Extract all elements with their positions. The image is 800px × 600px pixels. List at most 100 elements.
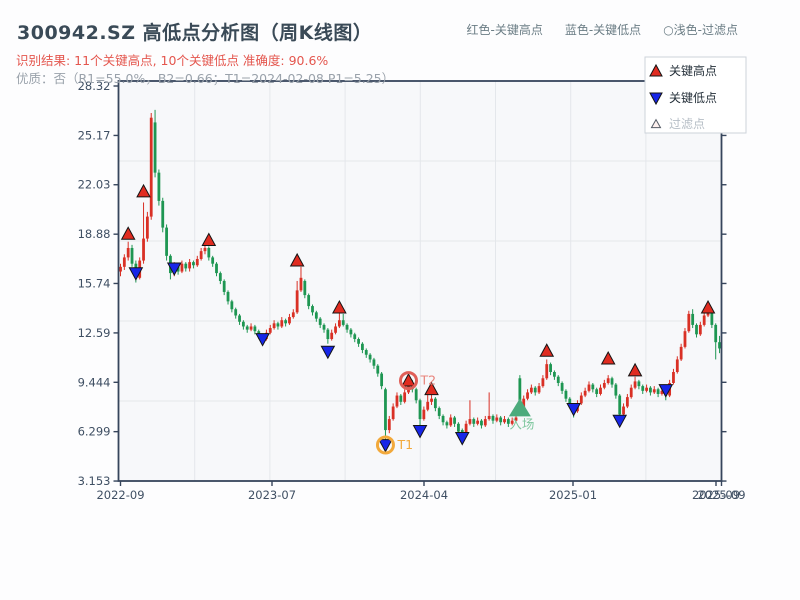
candle-body — [395, 395, 399, 407]
candle-body — [330, 332, 334, 340]
y-axis-label: 3.153 — [78, 474, 111, 488]
candle-body — [361, 343, 364, 351]
candle-body — [153, 122, 157, 173]
legend-filter-icon — [650, 118, 662, 129]
candle-body — [387, 419, 391, 431]
candle-body — [464, 423, 468, 434]
candle-body — [418, 400, 422, 420]
candle-body — [622, 406, 625, 415]
candle-body — [483, 419, 487, 426]
key-high-marker — [136, 183, 151, 198]
candle-body — [414, 389, 418, 401]
y-axis-label: 28.32 — [78, 79, 111, 93]
candle-body — [288, 317, 291, 324]
y-axis-label: 15.74 — [78, 276, 111, 290]
candle-body — [541, 378, 545, 387]
candle-body — [180, 263, 184, 272]
candle-body — [660, 390, 664, 394]
candle-body — [184, 263, 188, 269]
candle-body — [195, 258, 199, 266]
candle-body — [126, 247, 130, 258]
candle-body — [295, 290, 299, 313]
t1-ring — [375, 435, 395, 455]
legend-item-label: 过滤点 — [669, 117, 705, 131]
legend-item-label: 关键高点 — [669, 63, 717, 78]
candle-body — [702, 315, 706, 325]
candle-body — [349, 329, 353, 335]
color-key-low: 蓝色-关键低点 — [564, 23, 642, 37]
candle-body — [291, 312, 295, 318]
legend-key-low-icon — [649, 92, 663, 106]
candle-body — [595, 389, 599, 394]
candle-body — [376, 365, 380, 374]
candle-body — [272, 323, 276, 329]
candle-body — [130, 247, 134, 264]
candle-body — [357, 339, 360, 344]
x-axis-label: 2025-09 — [697, 488, 745, 502]
candle-body — [633, 381, 637, 388]
candle-body — [322, 324, 326, 330]
key-high-marker — [332, 299, 347, 314]
candle-body — [675, 359, 679, 372]
candle-body — [188, 262, 192, 269]
candle-body — [215, 263, 218, 274]
candle-body — [211, 257, 215, 264]
candle-body — [625, 397, 629, 407]
candle-body — [326, 329, 330, 340]
candle-body — [380, 373, 384, 387]
t2-label: T2 — [420, 373, 437, 388]
key-high-marker — [401, 372, 416, 387]
candle-body — [518, 378, 522, 409]
candle-body — [637, 381, 641, 387]
candle-body — [629, 387, 633, 398]
color-key: 红色-关键高点 蓝色-关键低点 ○浅色-过滤点 — [467, 21, 739, 38]
candle-body — [583, 390, 587, 396]
candle-body — [614, 384, 618, 396]
candle-body — [591, 384, 595, 390]
candle-body — [307, 295, 311, 307]
y-axis-label: 22.03 — [78, 178, 111, 192]
candle-body — [318, 318, 322, 325]
t2-ring — [399, 371, 418, 391]
candle-body — [280, 320, 284, 327]
candle-body — [433, 398, 437, 409]
y-axis-label: 9.444 — [78, 375, 111, 389]
candle-body — [311, 306, 314, 313]
key-low-marker — [166, 262, 182, 277]
candle-body — [303, 280, 307, 296]
candle-body — [142, 238, 145, 261]
candle-body — [587, 384, 591, 391]
candle-body — [476, 420, 480, 424]
candle-body — [695, 324, 698, 335]
entry-marker — [508, 398, 531, 417]
legend-key-high-icon — [649, 63, 663, 77]
candle-body — [522, 398, 526, 409]
candle-body — [679, 346, 683, 360]
candle-body — [364, 350, 368, 355]
candle-body — [506, 419, 510, 424]
candle-body — [649, 387, 652, 393]
candle-body — [249, 326, 253, 330]
candle-body — [437, 408, 441, 416]
key-low-marker — [255, 333, 270, 347]
candle-body — [687, 313, 691, 332]
candle-body — [568, 398, 572, 405]
key-low-marker — [320, 345, 336, 360]
key-low-marker — [412, 424, 428, 439]
candle-body — [341, 320, 345, 325]
candle-body — [652, 389, 656, 393]
key-low-marker — [566, 402, 581, 417]
candle-body — [149, 117, 153, 217]
page-title: 300942.SZ 高低点分析图（周K线图） — [17, 22, 373, 44]
y-axis-label: 18.88 — [78, 227, 111, 241]
candle-body — [353, 334, 357, 340]
candle-body — [284, 320, 288, 324]
candle-body — [161, 200, 165, 228]
candle-body — [602, 382, 606, 388]
candle-body — [426, 401, 430, 410]
candle-body — [368, 354, 372, 360]
candle-body — [441, 415, 445, 423]
candle-body — [241, 321, 245, 327]
key-high-marker — [539, 343, 555, 357]
